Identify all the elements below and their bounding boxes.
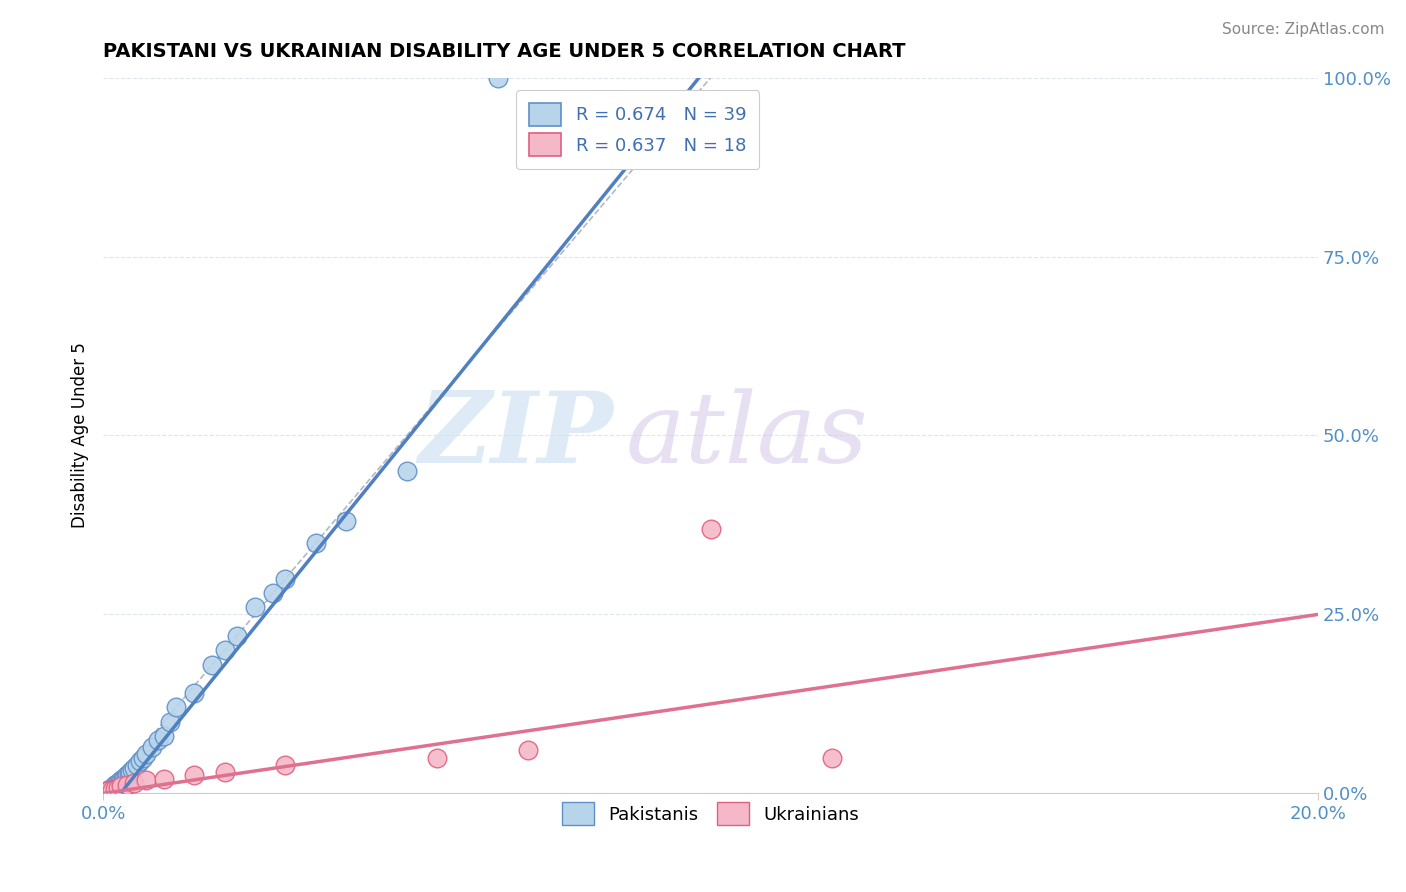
Point xyxy=(96,785,118,799)
Point xyxy=(105,777,128,791)
Point xyxy=(183,686,205,700)
Text: atlas: atlas xyxy=(626,388,869,483)
Point xyxy=(98,782,121,797)
Point xyxy=(141,739,163,754)
Point xyxy=(101,780,124,795)
Point xyxy=(101,782,124,797)
Point xyxy=(214,764,236,779)
Point xyxy=(395,464,418,478)
Point xyxy=(225,629,247,643)
Y-axis label: Disability Age Under 5: Disability Age Under 5 xyxy=(72,343,89,528)
Point xyxy=(243,600,266,615)
Point xyxy=(153,772,176,786)
Legend: Pakistanis, Ukrainians: Pakistanis, Ukrainians xyxy=(553,793,869,834)
Point xyxy=(122,775,145,789)
Point xyxy=(159,714,181,729)
Point xyxy=(517,743,540,757)
Point xyxy=(110,773,132,788)
Point xyxy=(274,572,297,586)
Text: ZIP: ZIP xyxy=(419,387,613,483)
Point xyxy=(110,779,132,793)
Point xyxy=(107,775,129,789)
Point xyxy=(201,657,224,672)
Point xyxy=(121,764,143,778)
Point xyxy=(262,586,284,600)
Point xyxy=(115,769,138,783)
Point xyxy=(108,774,131,789)
Point xyxy=(100,782,122,797)
Point xyxy=(111,772,134,786)
Point xyxy=(165,700,187,714)
Point xyxy=(104,782,127,797)
Point xyxy=(97,783,120,797)
Point xyxy=(128,754,150,768)
Point xyxy=(699,522,721,536)
Point xyxy=(153,729,176,743)
Point xyxy=(426,750,449,764)
Point xyxy=(214,643,236,657)
Point xyxy=(107,780,129,795)
Point xyxy=(117,767,139,781)
Point xyxy=(821,750,844,764)
Text: PAKISTANI VS UKRAINIAN DISABILITY AGE UNDER 5 CORRELATION CHART: PAKISTANI VS UKRAINIAN DISABILITY AGE UN… xyxy=(103,42,905,61)
Point xyxy=(486,70,509,85)
Point xyxy=(131,750,153,764)
Point xyxy=(146,732,169,747)
Point xyxy=(96,784,118,798)
Point xyxy=(117,768,139,782)
Point xyxy=(135,773,157,788)
Point xyxy=(103,779,125,793)
Text: Source: ZipAtlas.com: Source: ZipAtlas.com xyxy=(1222,22,1385,37)
Point xyxy=(112,771,135,785)
Point xyxy=(305,536,328,550)
Point xyxy=(135,747,157,761)
Point xyxy=(98,783,121,797)
Point xyxy=(125,757,148,772)
Point xyxy=(335,514,357,528)
Point xyxy=(120,764,142,779)
Point xyxy=(183,768,205,782)
Point xyxy=(104,778,127,792)
Point xyxy=(97,784,120,798)
Point xyxy=(117,778,139,792)
Point xyxy=(274,757,297,772)
Point xyxy=(122,761,145,775)
